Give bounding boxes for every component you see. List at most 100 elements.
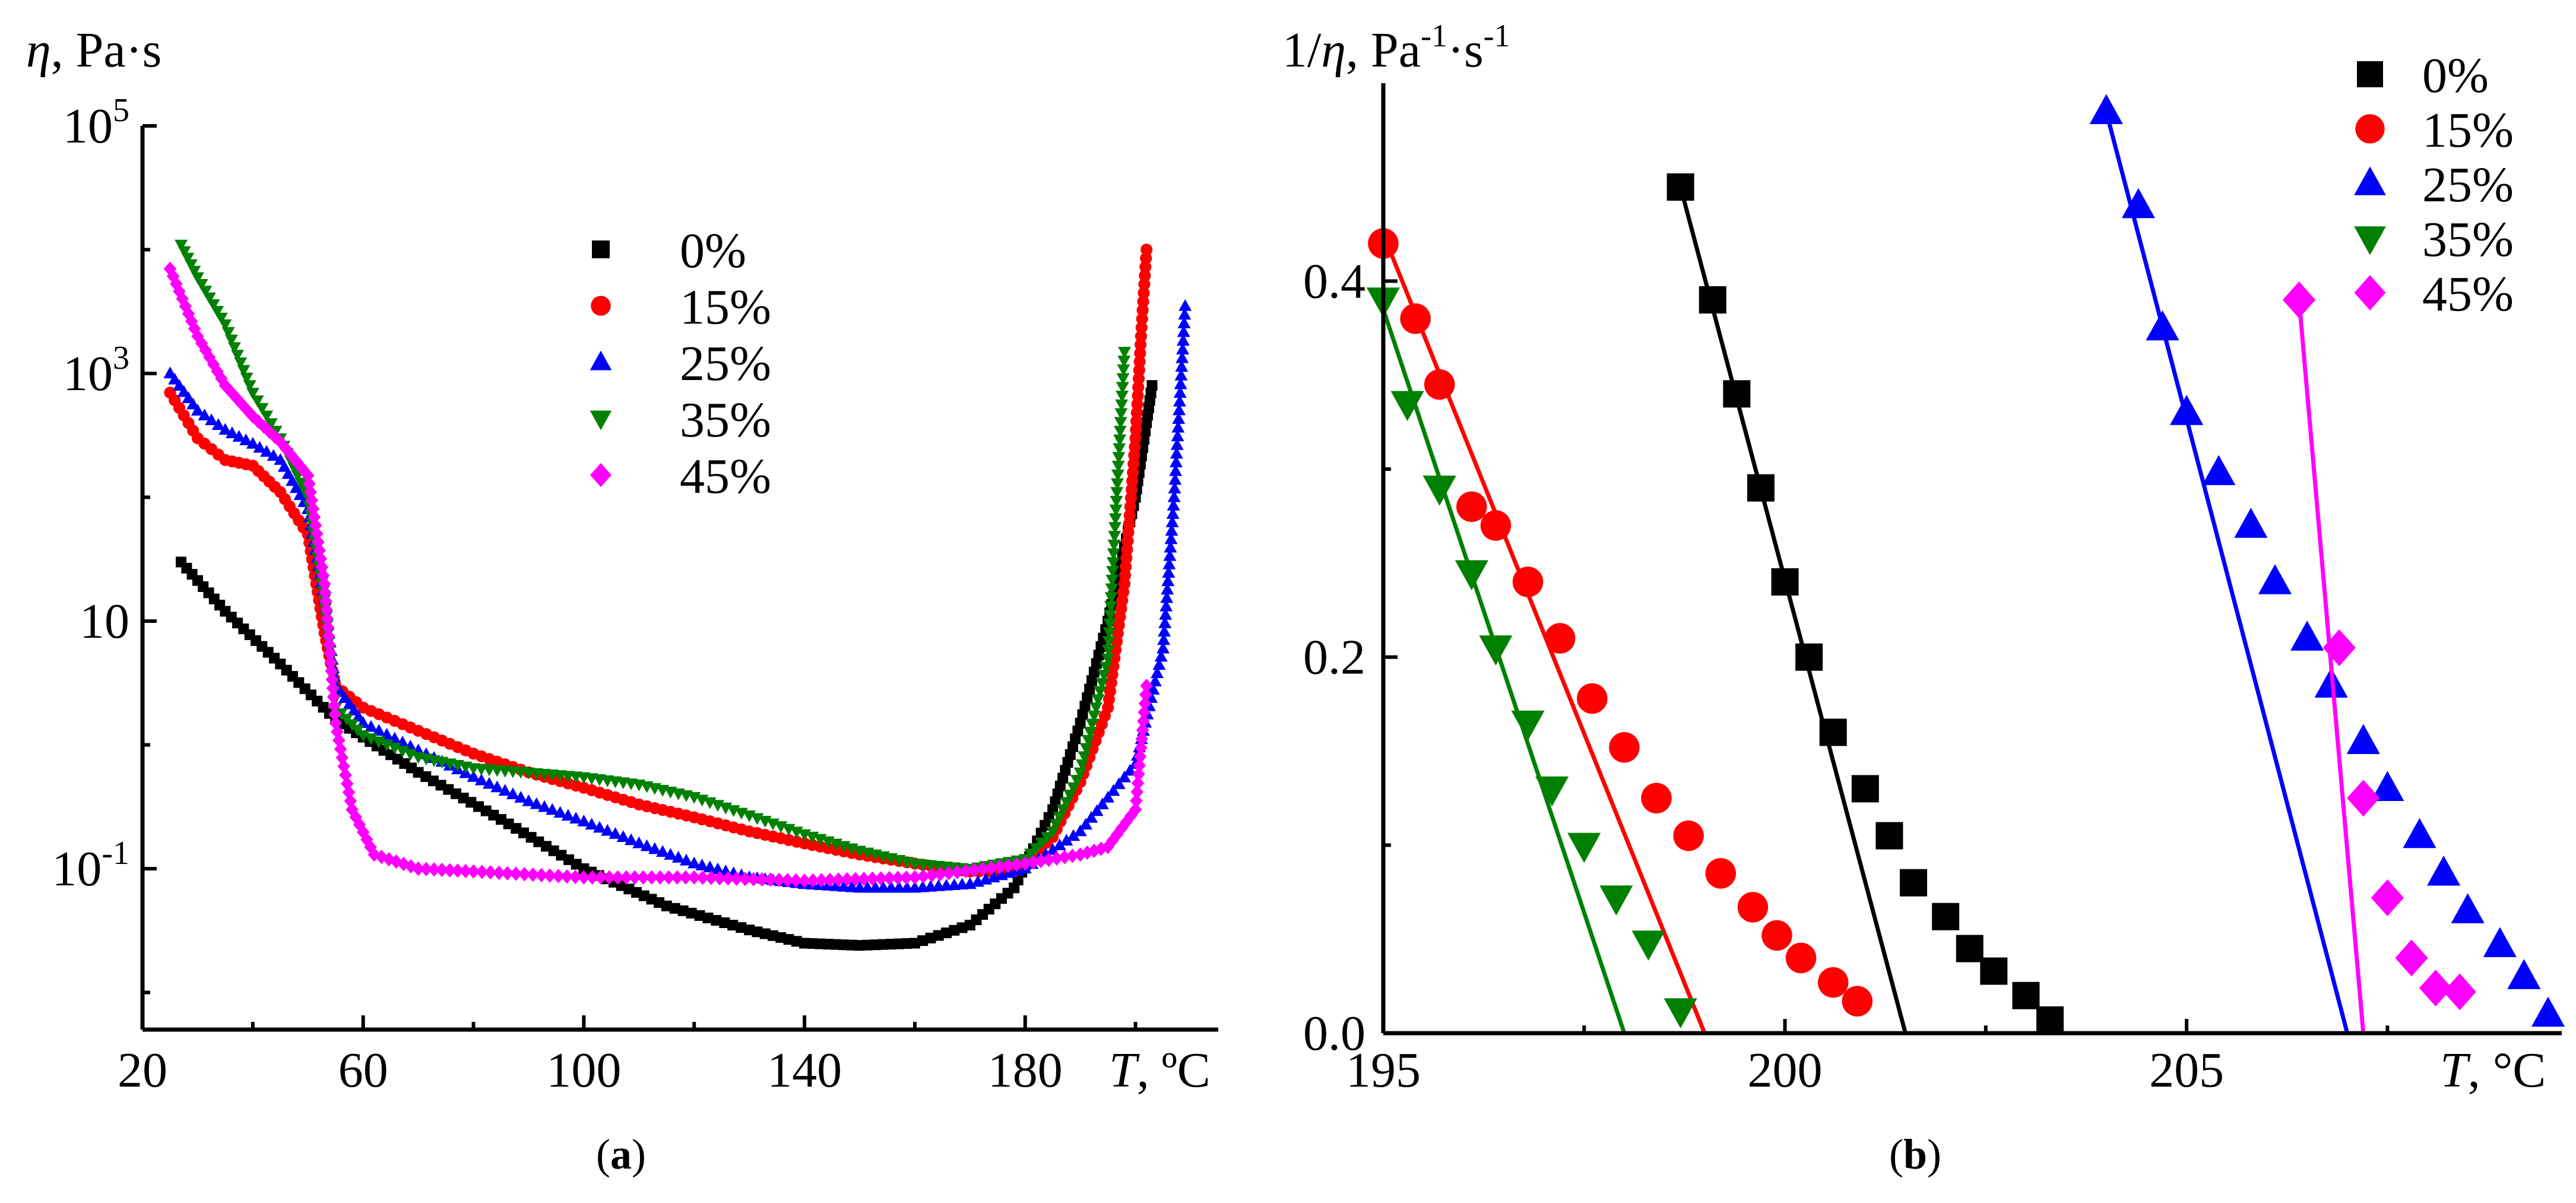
- panel-a-point: [267, 449, 280, 461]
- panel-b-point: [1455, 560, 1488, 591]
- panel-a-point: [335, 750, 349, 765]
- panel-a-x-tick-label: 100: [546, 1043, 621, 1098]
- panel-a-legend-label: 0%: [680, 223, 746, 278]
- panel-a-point: [207, 299, 220, 311]
- panel-a-point: [1029, 843, 1043, 855]
- panel-a-point: [476, 865, 489, 879]
- panel-a-point: [328, 707, 341, 722]
- panel-a-point: [679, 870, 692, 885]
- panel-b-point: [1535, 776, 1569, 807]
- panel-a-point: [1156, 641, 1170, 654]
- panel-b-point: [1819, 718, 1847, 746]
- panel-b-point: [1980, 957, 2008, 985]
- panel-a-point: [530, 797, 543, 809]
- panel-a-point: [1135, 740, 1148, 755]
- panel-a-point: [1135, 338, 1147, 351]
- panel-a-point: [1118, 578, 1131, 590]
- panel-b-point: [2507, 959, 2541, 989]
- panel-b-point: [2258, 564, 2292, 594]
- panel-a-point: [319, 594, 332, 609]
- panel-b-series-4: [2282, 281, 2476, 1034]
- panel-b-fit-line: [1381, 308, 1627, 1034]
- panel-a-point: [1107, 548, 1120, 561]
- panel-a-point: [1128, 449, 1140, 461]
- panel-a-point: [332, 733, 346, 748]
- panel-a-point: [1148, 675, 1162, 686]
- panel-a-point: [1067, 829, 1081, 841]
- panel-b-fit-line: [1678, 186, 1908, 1034]
- panel-b-point: [2089, 94, 2123, 125]
- panel-a-point: [1139, 433, 1150, 445]
- panel-a-point: [664, 848, 677, 860]
- panel-b-x-tick-label: 195: [1346, 1043, 1421, 1098]
- panel-a-point: [806, 873, 820, 888]
- panel-a-point: [837, 879, 851, 892]
- panel-b-point: [1664, 998, 1697, 1028]
- panel-a-point: [451, 863, 464, 878]
- panel-a-point: [883, 870, 896, 886]
- panel-a-point: [360, 832, 373, 847]
- panel-a-legend-label: 15%: [680, 280, 771, 335]
- panel-a-legend-marker: [591, 296, 611, 316]
- panel-a-point: [601, 824, 614, 836]
- panel-a-point: [260, 445, 274, 457]
- panel-a-point: [1139, 270, 1151, 282]
- panel-a-point: [356, 730, 370, 742]
- panel-b-point: [1424, 369, 1455, 400]
- panel-a-point: [592, 821, 606, 833]
- panel-a-point: [1138, 278, 1151, 290]
- panel-a-y-tick-label: 105: [63, 92, 129, 154]
- panel-b-series: [1366, 94, 2565, 1034]
- panel-a-point: [1157, 633, 1171, 645]
- panel-a-point: [1113, 434, 1127, 447]
- panel-a-point: [1113, 425, 1127, 438]
- panel-a-point: [1167, 498, 1180, 511]
- panel-a-point: [188, 265, 201, 278]
- panel-a-point: [191, 272, 204, 284]
- panel-a-point: [427, 862, 441, 877]
- panel-a-point: [1132, 390, 1144, 402]
- panel-a-point: [1175, 351, 1189, 363]
- panel-a-point: [736, 922, 747, 933]
- panel-a-point: [662, 870, 676, 885]
- panel-a-point: [1162, 558, 1176, 569]
- panel-a-point: [696, 870, 709, 885]
- panel-a-point: [334, 742, 347, 756]
- panel-a-point: [959, 863, 972, 879]
- panel-a-point: [467, 864, 480, 879]
- panel-a-point: [522, 794, 536, 806]
- panel-a-point: [553, 806, 567, 818]
- panel-a-point: [411, 861, 425, 876]
- panel-b-legend-label: 0%: [2422, 48, 2489, 103]
- panel-a-point: [713, 870, 726, 886]
- panel-a-point: [719, 917, 730, 929]
- panel-b-point: [2427, 855, 2461, 886]
- panel-a-point: [984, 860, 998, 875]
- panel-a-point: [845, 880, 858, 892]
- panel-b-y-label: 1/η, Pa-1·s-1: [1282, 18, 1510, 78]
- panel-a-point: [1167, 490, 1181, 502]
- panel-a-point: [656, 845, 670, 857]
- panel-a-point: [1176, 334, 1190, 346]
- panel-a-point: [611, 870, 625, 885]
- panel-a-point: [1095, 797, 1109, 809]
- panel-a-point: [294, 477, 308, 490]
- panel-a-point: [874, 871, 888, 886]
- panel-a-point: [181, 252, 195, 265]
- panel-a-point: [1164, 532, 1178, 544]
- panel-a-point: [1161, 582, 1174, 595]
- panel-a-point: [603, 870, 616, 885]
- panel-a-point: [202, 292, 216, 305]
- panel-a-point: [459, 863, 473, 879]
- panel-a-point: [711, 914, 722, 926]
- panel-a-point: [609, 827, 622, 839]
- panel-a-point: [687, 870, 701, 885]
- panel-a-point: [1088, 666, 1100, 678]
- panel-a-point: [382, 851, 395, 867]
- panel-a-point: [388, 742, 401, 755]
- panel-a-point: [1136, 304, 1149, 316]
- panel-a-point: [1126, 475, 1139, 487]
- panel-a-point: [1103, 618, 1117, 631]
- panel-b-series-3: [1366, 287, 1697, 1034]
- panel-a-point: [891, 870, 905, 885]
